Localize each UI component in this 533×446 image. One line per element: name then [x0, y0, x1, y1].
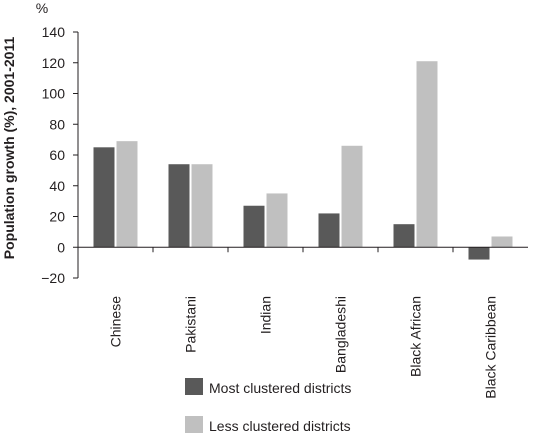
bar-most-clustered [318, 213, 340, 248]
bar-most-clustered [468, 247, 490, 260]
bar-less-clustered [266, 193, 288, 248]
x-category-label: Black African [408, 296, 424, 377]
bar-less-clustered [341, 145, 363, 248]
y-tick-label: 60 [49, 147, 65, 163]
y-tick-label: −20 [41, 270, 65, 286]
y-axis: 140 120 100 80 60 40 20 0 −20 [41, 24, 79, 286]
bar-most-clustered [168, 164, 190, 248]
bar-most-clustered [93, 147, 115, 248]
bar-less-clustered [116, 141, 138, 248]
y-tick-label: 0 [57, 239, 65, 255]
x-axis: Chinese Pakistani Indian Bangladeshi Black A… [78, 246, 528, 399]
legend-swatch [185, 416, 203, 433]
y-tick-label: 40 [49, 178, 65, 194]
legend-label: Most clustered districts [209, 380, 351, 396]
y-tick-label: 20 [49, 209, 65, 225]
x-category-label: Bangladeshi [333, 296, 349, 373]
x-category-label: Black Caribbean [483, 296, 499, 399]
y-axis-title: Population growth (%), 2001-2011 [1, 37, 17, 260]
legend-label: Less clustered districts [209, 418, 351, 434]
y-tick-label: 120 [42, 55, 66, 71]
x-category-label: Indian [258, 296, 274, 334]
y-tick-label: 100 [42, 86, 66, 102]
bar-less-clustered [416, 61, 438, 248]
y-tick-label: 140 [42, 24, 66, 40]
x-category-label: Chinese [108, 296, 124, 348]
bar-less-clustered [491, 236, 513, 248]
bars [93, 61, 513, 260]
bar-most-clustered [393, 224, 415, 248]
bar-less-clustered [191, 164, 213, 248]
y-tick-label: 80 [49, 116, 65, 132]
bar-most-clustered [243, 205, 265, 248]
legend-swatch [185, 378, 203, 395]
legend: Most clustered districts Less clustered d… [185, 378, 351, 434]
x-category-label: Pakistani [183, 296, 199, 353]
y-axis-unit-label: % [36, 0, 48, 16]
